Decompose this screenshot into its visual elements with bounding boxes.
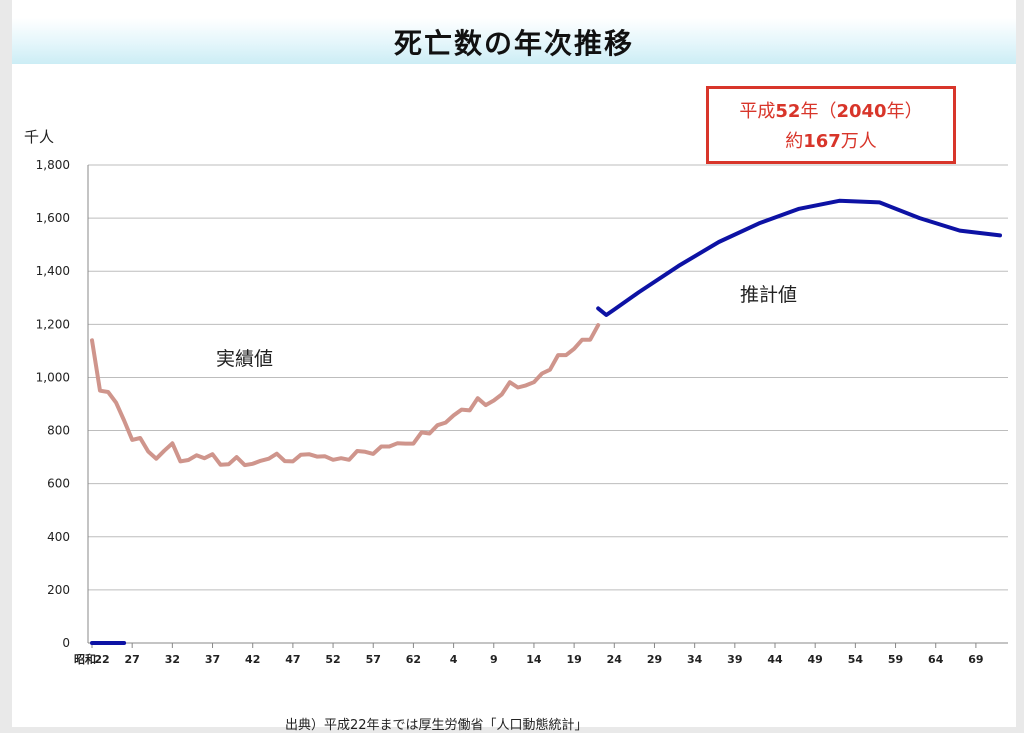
y-tick-label: 1,200 xyxy=(36,317,70,331)
y-tick-label: 600 xyxy=(47,477,70,491)
x-tick-labels: 22 27 32 37 42 47 52 57 62 4 9 14 19 24 29 34 39 44 49 54 59… xyxy=(94,653,983,666)
callout-unit: 万人 xyxy=(840,131,877,152)
x-tick-label: 19 xyxy=(566,653,581,666)
x-tick-label: 24 xyxy=(607,653,623,666)
y-tick-label: 1,800 xyxy=(36,158,70,172)
x-tick-label: 52 xyxy=(325,653,340,666)
x-tick-label: 62 xyxy=(406,653,421,666)
callout-line-2: 約167万人 xyxy=(709,127,953,157)
page-title: 死亡数の年次推移 xyxy=(393,27,634,60)
x-tick-label: 49 xyxy=(808,653,823,666)
x-tick-label: 27 xyxy=(125,653,140,666)
annotation-projected: 推計値 xyxy=(740,284,797,306)
callout-value: 167 xyxy=(803,131,841,152)
x-tick-label: 32 xyxy=(165,653,180,666)
callout-approx: 約 xyxy=(785,131,804,152)
x-tick-label: 59 xyxy=(888,653,903,666)
chart-gridlines xyxy=(88,164,1008,591)
x-tick-label: 64 xyxy=(928,653,944,666)
series-line-0 xyxy=(90,323,601,468)
callout-era-year: 52 xyxy=(775,101,801,122)
projection-callout: 平成52年（2040年） 約167万人 xyxy=(706,86,956,164)
x-tick-label: 42 xyxy=(245,653,260,666)
callout-ad-year: 2040 xyxy=(836,101,887,122)
x-tick-label: 69 xyxy=(968,653,983,666)
x-tick-label: 39 xyxy=(727,653,742,666)
title-band xyxy=(12,18,1016,64)
callout-paren-open: 年（ xyxy=(800,101,837,122)
chart-axes xyxy=(87,165,1008,648)
source-note: 出典）平成22年までは厚生労働省「人口動態統計」 xyxy=(285,718,588,733)
x-tick-label: 22 xyxy=(94,653,109,666)
x-tick-label: 4 xyxy=(450,653,458,666)
x-tick-label: 57 xyxy=(366,653,381,666)
chart-series xyxy=(90,198,1002,645)
x-tick-label: 9 xyxy=(490,653,498,666)
y-tick-label: 200 xyxy=(47,583,70,597)
x-era-label: 昭和 xyxy=(74,652,96,666)
x-tick-label: 47 xyxy=(285,653,300,666)
callout-era: 平成 xyxy=(739,101,776,122)
x-tick-label: 34 xyxy=(687,653,703,666)
y-tick-label: 1,000 xyxy=(36,370,70,384)
y-tick-label: 1,400 xyxy=(36,264,70,278)
x-tick-label: 37 xyxy=(205,653,220,666)
x-tick-label: 44 xyxy=(767,653,783,666)
y-tick-label: 1,600 xyxy=(36,211,70,225)
y-tick-label: 400 xyxy=(47,530,70,544)
y-axis-unit-label: 千人 xyxy=(24,128,55,146)
callout-line-1: 平成52年（2040年） xyxy=(709,97,953,127)
y-tick-label: 0 xyxy=(62,636,70,650)
y-tick-labels: 0 200 400 600 800 1,000 1,200 1,400 1,600 1,800 xyxy=(36,158,70,650)
callout-paren-close: 年） xyxy=(886,101,923,122)
x-tick-label: 29 xyxy=(647,653,662,666)
y-tick-label: 800 xyxy=(47,424,70,438)
series-line-2 xyxy=(596,198,1002,317)
x-tick-label: 14 xyxy=(526,653,542,666)
annotation-actual: 実績値 xyxy=(216,348,273,370)
x-tick-label: 54 xyxy=(848,653,864,666)
